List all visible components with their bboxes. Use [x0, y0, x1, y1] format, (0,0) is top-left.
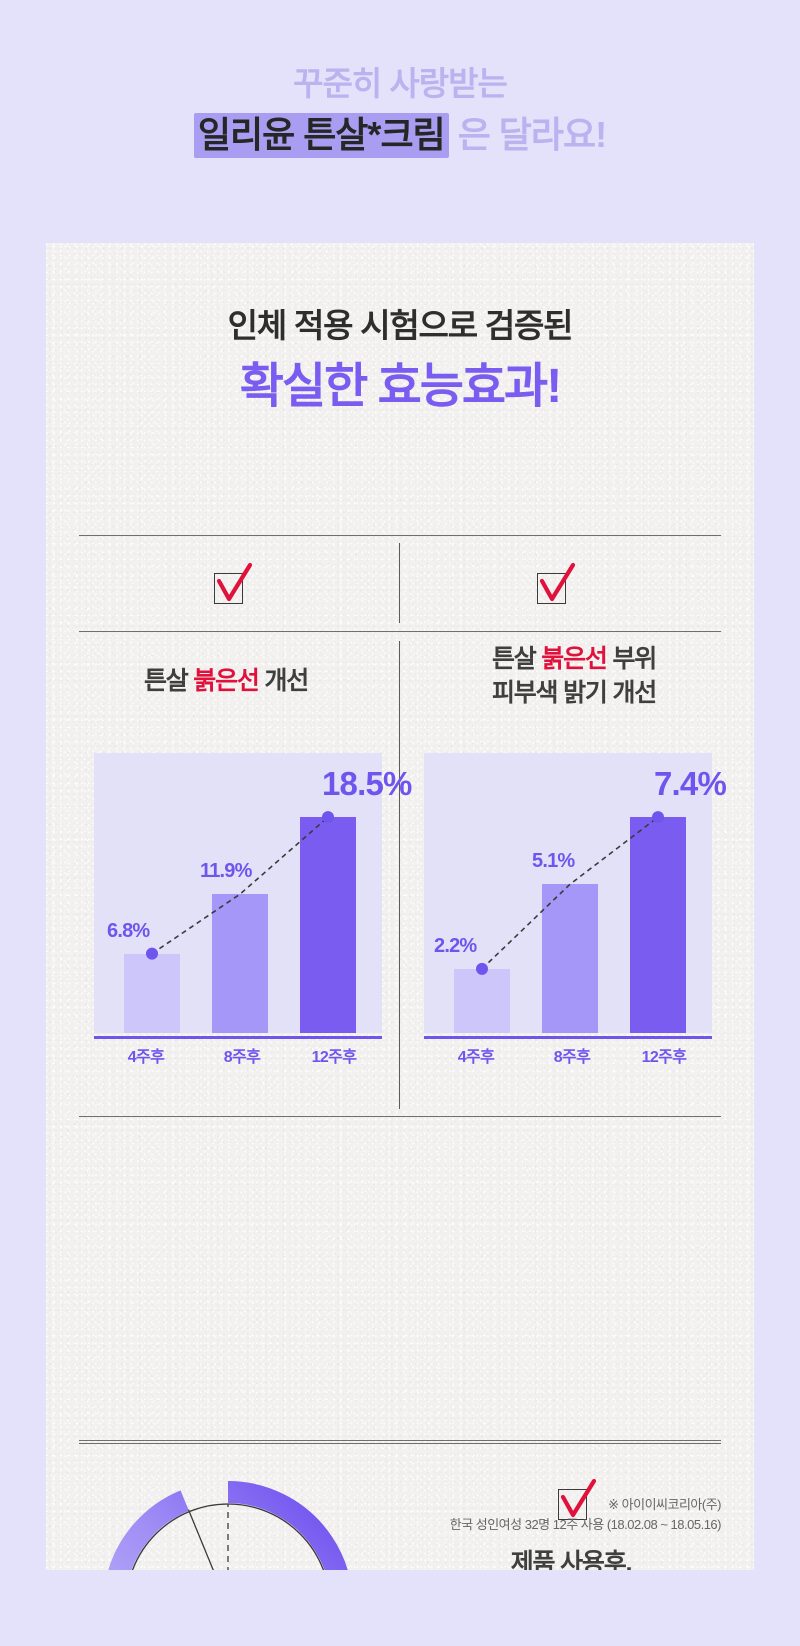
header-highlight: 일리윤 튼살*크림 [193, 112, 449, 158]
right-plot-area: 2.2% 5.1% 7.4% [424, 753, 727, 1033]
divider-footer-1 [79, 1440, 721, 1441]
divider-vertical-charts [399, 641, 400, 1109]
bar-label-8주후: 5.1% [532, 850, 575, 873]
divider-under-charts [79, 1116, 721, 1117]
bar-chart-right: 2.2% 5.1% 7.4% [424, 753, 727, 1033]
right-heading-red: 붉은선 [541, 645, 608, 673]
bar-4주후 [454, 968, 510, 1033]
footnote-line-2: 한국 성인여성 32명 12주 사용 (18.02.08 ~ 18.05.16) [449, 1517, 722, 1533]
left-tick-1: 8주후 [223, 1049, 261, 1066]
left-heading-pre: 튼살 [143, 667, 194, 695]
check-icon [210, 559, 256, 605]
card-title-sub: 인체 적용 시험으로 검증된 [227, 307, 574, 344]
right-tick-0: 4주후 [457, 1049, 495, 1066]
footnote: ※ 아이이씨코리아(주) 한국 성인여성 32명 12주 사용 (18.02.0… [449, 1495, 722, 1535]
divider-top [79, 535, 721, 536]
check-icon [554, 1475, 600, 1521]
bar-12주후 [300, 817, 356, 1033]
footnote-line-1: ※ 아이이씨코리아(주) [608, 1497, 721, 1512]
bar-8주후 [212, 894, 268, 1033]
divider-under-checks [79, 631, 721, 632]
card-title-main: 확실한 효능효과! [239, 359, 562, 413]
bottom-statement: 제품 사용후, 튼살 붉은선 이 희미해졌어요! [416, 1546, 726, 1570]
right-heading-post: 부위 [606, 645, 657, 673]
left-chart-heading: 튼살 붉은선 개선 [66, 665, 386, 699]
header-line-2: 일리윤 튼살*크림 은 달라요! [0, 111, 800, 160]
left-axis-line [94, 1036, 382, 1039]
content-card: 인체 적용 시험으로 검증된 확실한 효능효과! [46, 243, 754, 1570]
right-axis-line [424, 1036, 712, 1039]
bar-8주후 [542, 884, 598, 1033]
header-line-2-rest: 은 달라요! [448, 113, 607, 155]
header-line-1: 꾸준히 사랑받는 [293, 65, 508, 102]
bar-label-4주후: 2.2% [434, 934, 477, 957]
left-heading-red: 붉은선 [193, 667, 260, 695]
bar-chart-left: 6.8% 11.9% 18.5% [94, 753, 412, 1033]
left-tick-0: 4주후 [127, 1049, 165, 1066]
left-heading-post: 개선 [258, 667, 309, 695]
left-tick-2: 12주후 [311, 1049, 357, 1066]
divider-footer-2 [79, 1443, 721, 1444]
bar-12주후 [630, 817, 686, 1033]
card-title: 인체 적용 시험으로 검증된 확실한 효능효과! [46, 306, 754, 415]
right-tick-1: 8주후 [553, 1049, 591, 1066]
bar-4주후 [124, 953, 180, 1033]
bar-label-8주후: 11.9% [200, 860, 252, 883]
right-tick-2: 12주후 [641, 1049, 687, 1066]
checkbox-box [214, 573, 243, 604]
bar-label-4주후: 6.8% [107, 919, 150, 942]
divider-vertical-checks [399, 543, 400, 623]
header: 꾸준히 사랑받는 일리윤 튼살*크림 은 달라요! [0, 62, 800, 159]
right-heading-line2: 피부색 밝기 개선 [491, 678, 657, 707]
bar-label-12주후: 7.4% [654, 765, 727, 803]
bottom-line-1: 제품 사용후, [510, 1549, 633, 1570]
checkbox-box [558, 1489, 587, 1520]
trend-line [476, 811, 664, 975]
left-plot-area: 6.8% 11.9% 18.5% [94, 753, 412, 1033]
checkbox-box [537, 573, 566, 604]
check-icon [533, 559, 579, 605]
donut-chart: 93.8% [98, 1476, 358, 1570]
bar-label-12주후: 18.5% [322, 765, 412, 803]
donut-center-value: 93.8% [98, 1476, 358, 1570]
trend-line [146, 811, 334, 960]
right-heading-pre: 튼살 [491, 645, 542, 673]
